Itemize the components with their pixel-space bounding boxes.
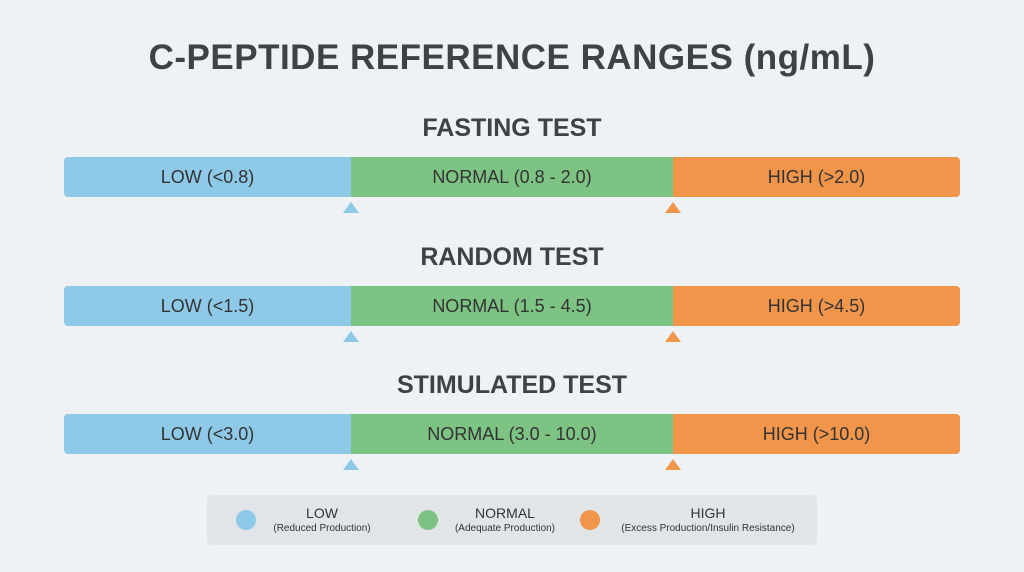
legend: LOW (Reduced Production) NORMAL (Adequat… [207, 495, 817, 545]
legend-swatch [418, 510, 438, 530]
legend-item: HIGH (Excess Production/Insulin Resistan… [605, 505, 811, 534]
legend-item: LOW (Reduced Production) [262, 505, 382, 534]
normal-segment: NORMAL (1.5 - 4.5) [351, 286, 673, 326]
marker [665, 331, 681, 342]
normal-segment: NORMAL (3.0 - 10.0) [351, 414, 673, 454]
range-bar: LOW (<1.5) NORMAL (1.5 - 4.5) HIGH (>4.5… [64, 286, 960, 326]
high-segment: HIGH (>10.0) [673, 414, 960, 454]
marker [343, 331, 359, 342]
legend-label: HIGH [690, 505, 726, 521]
test-name: FASTING TEST [422, 114, 602, 142]
marker [343, 202, 359, 213]
test-name: STIMULATED TEST [396, 371, 628, 399]
marker [665, 459, 681, 470]
marker [343, 459, 359, 470]
legend-item: NORMAL (Adequate Production) [445, 505, 565, 534]
low-segment: LOW (<3.0) [64, 414, 351, 454]
legend-label: NORMAL [475, 505, 535, 521]
legend-description: (Reduced Production) [273, 523, 371, 534]
low-segment: LOW (<0.8) [64, 157, 351, 197]
legend-description: (Adequate Production) [454, 523, 556, 534]
high-segment: HIGH (>4.5) [673, 286, 960, 326]
title: C-PEPTIDE REFERENCE RANGES (ng/mL) [148, 38, 876, 77]
legend-swatch [236, 510, 256, 530]
marker [665, 202, 681, 213]
legend-label: LOW [306, 505, 338, 521]
low-segment: LOW (<1.5) [64, 286, 351, 326]
test-name: RANDOM TEST [420, 243, 604, 271]
high-segment: HIGH (>2.0) [673, 157, 960, 197]
legend-description: (Excess Production/Insulin Resistance) [621, 523, 795, 534]
normal-segment: NORMAL (0.8 - 2.0) [351, 157, 673, 197]
range-bar: LOW (<3.0) NORMAL (3.0 - 10.0) HIGH (>10… [64, 414, 960, 454]
range-bar: LOW (<0.8) NORMAL (0.8 - 2.0) HIGH (>2.0… [64, 157, 960, 197]
legend-swatch [580, 510, 600, 530]
